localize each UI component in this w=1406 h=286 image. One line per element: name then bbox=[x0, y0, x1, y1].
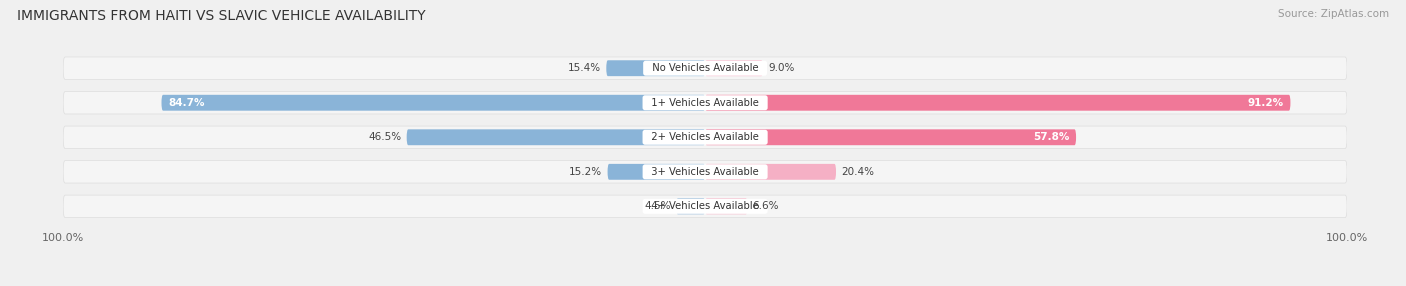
FancyBboxPatch shape bbox=[63, 195, 1347, 218]
FancyBboxPatch shape bbox=[704, 95, 1291, 111]
Text: 91.2%: 91.2% bbox=[1249, 98, 1284, 108]
FancyBboxPatch shape bbox=[676, 198, 704, 214]
Text: 6.6%: 6.6% bbox=[752, 201, 779, 211]
FancyBboxPatch shape bbox=[606, 60, 704, 76]
FancyBboxPatch shape bbox=[63, 161, 1347, 183]
Text: 57.8%: 57.8% bbox=[1033, 132, 1070, 142]
FancyBboxPatch shape bbox=[63, 126, 1347, 148]
Text: 4+ Vehicles Available: 4+ Vehicles Available bbox=[645, 201, 765, 211]
Text: No Vehicles Available: No Vehicles Available bbox=[645, 63, 765, 73]
Text: 3+ Vehicles Available: 3+ Vehicles Available bbox=[645, 167, 765, 177]
FancyBboxPatch shape bbox=[607, 164, 704, 180]
Text: 9.0%: 9.0% bbox=[768, 63, 794, 73]
Text: 46.5%: 46.5% bbox=[368, 132, 402, 142]
FancyBboxPatch shape bbox=[63, 92, 1347, 114]
Text: 1+ Vehicles Available: 1+ Vehicles Available bbox=[645, 98, 765, 108]
Text: 2+ Vehicles Available: 2+ Vehicles Available bbox=[645, 132, 765, 142]
FancyBboxPatch shape bbox=[704, 129, 1076, 145]
Text: 15.4%: 15.4% bbox=[568, 63, 602, 73]
FancyBboxPatch shape bbox=[704, 60, 763, 76]
Text: 15.2%: 15.2% bbox=[569, 167, 602, 177]
FancyBboxPatch shape bbox=[704, 164, 837, 180]
FancyBboxPatch shape bbox=[406, 129, 704, 145]
Text: Source: ZipAtlas.com: Source: ZipAtlas.com bbox=[1278, 9, 1389, 19]
Text: 20.4%: 20.4% bbox=[841, 167, 875, 177]
Text: 84.7%: 84.7% bbox=[167, 98, 204, 108]
FancyBboxPatch shape bbox=[704, 198, 748, 214]
FancyBboxPatch shape bbox=[63, 57, 1347, 80]
Text: IMMIGRANTS FROM HAITI VS SLAVIC VEHICLE AVAILABILITY: IMMIGRANTS FROM HAITI VS SLAVIC VEHICLE … bbox=[17, 9, 426, 23]
Text: 4.5%: 4.5% bbox=[644, 201, 671, 211]
FancyBboxPatch shape bbox=[162, 95, 704, 111]
